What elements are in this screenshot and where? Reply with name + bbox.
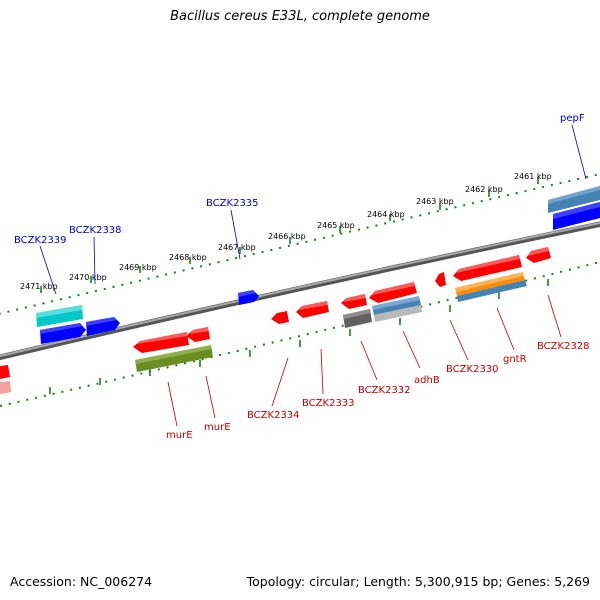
- gene-BCZK2338[interactable]: [86, 317, 120, 336]
- gene-gntR[interactable]: [455, 272, 527, 302]
- gene-BCZK2335[interactable]: [238, 290, 259, 305]
- kbp-label: 2463 kbp: [416, 197, 454, 206]
- gene-BCZK2328[interactable]: [526, 247, 551, 263]
- gene-label-pepF[interactable]: pepF: [560, 113, 585, 124]
- gene-pepF[interactable]: [548, 186, 600, 230]
- genome-summary: Topology: circular; Length: 5,300,915 bp…: [246, 574, 590, 589]
- kbp-label: 2469 kbp: [119, 263, 157, 272]
- gene-murE-right[interactable]: [186, 327, 210, 342]
- gene-label-BCZK2335[interactable]: BCZK2335: [206, 198, 259, 209]
- gene-label-murE-1[interactable]: murE: [166, 430, 193, 441]
- gene-adhB[interactable]: [369, 282, 422, 322]
- gene-BCZK2332[interactable]: [341, 294, 372, 328]
- kbp-label: 2462 kbp: [465, 185, 503, 194]
- gene-BCZK2330[interactable]: [453, 255, 522, 281]
- plus-strand-features: [36, 186, 600, 344]
- gene-BCZK2333[interactable]: [296, 301, 329, 318]
- gene-adhB-left[interactable]: [435, 272, 446, 287]
- kbp-label: 2465 kbp: [317, 221, 355, 230]
- gene-label-BCZK2339[interactable]: BCZK2339: [14, 235, 67, 246]
- gene-label-BCZK2334[interactable]: BCZK2334: [247, 410, 300, 421]
- kbp-label: 2464 kbp: [367, 210, 405, 219]
- gene-BCZK2334[interactable]: [271, 311, 289, 324]
- gene-label-BCZK2333[interactable]: BCZK2333: [302, 398, 355, 409]
- kbp-label: 2466 kbp: [268, 232, 306, 241]
- minus-gene-labels: BCZK2328 gntR BCZK2330 adhB BCZK2332 BCZ…: [166, 294, 590, 441]
- kbp-label: 2471 kbp: [20, 282, 58, 291]
- kbp-label: 2461 kbp: [514, 172, 552, 181]
- accession-label: Accession: NC_006274: [10, 574, 153, 589]
- kbp-label: 2468 kbp: [169, 253, 207, 262]
- gene-label-BCZK2328[interactable]: BCZK2328: [537, 341, 590, 352]
- gene-BCZK2339[interactable]: [36, 305, 86, 344]
- gene-murE-left[interactable]: [133, 332, 213, 372]
- genome-backbone: [0, 221, 600, 361]
- gene-label-BCZK2330[interactable]: BCZK2330: [446, 364, 499, 375]
- gene-label-gntR[interactable]: gntR: [503, 354, 527, 365]
- gene-label-BCZK2338[interactable]: BCZK2338: [69, 225, 122, 236]
- kbp-label: 2470 kbp: [69, 273, 107, 282]
- gene-label-BCZK2332[interactable]: BCZK2332: [358, 385, 411, 396]
- gene-label-adhB[interactable]: adhB: [414, 375, 440, 386]
- plus-gene-labels: pepF BCZK2335 BCZK2338 BCZK2339: [14, 113, 587, 295]
- map-title: Bacillus cereus E33L, complete genome: [170, 9, 430, 24]
- major-ticks: [40, 177, 549, 394]
- kbp-label: 2467 kbp: [218, 243, 256, 252]
- gene-label-murE-2[interactable]: murE: [204, 422, 231, 433]
- minus-strand-features: [0, 247, 551, 394]
- kbp-labels: 2461 kbp 2462 kbp 2463 kbp 2464 kbp 2465…: [20, 172, 552, 291]
- gene-left-edge[interactable]: [0, 365, 11, 394]
